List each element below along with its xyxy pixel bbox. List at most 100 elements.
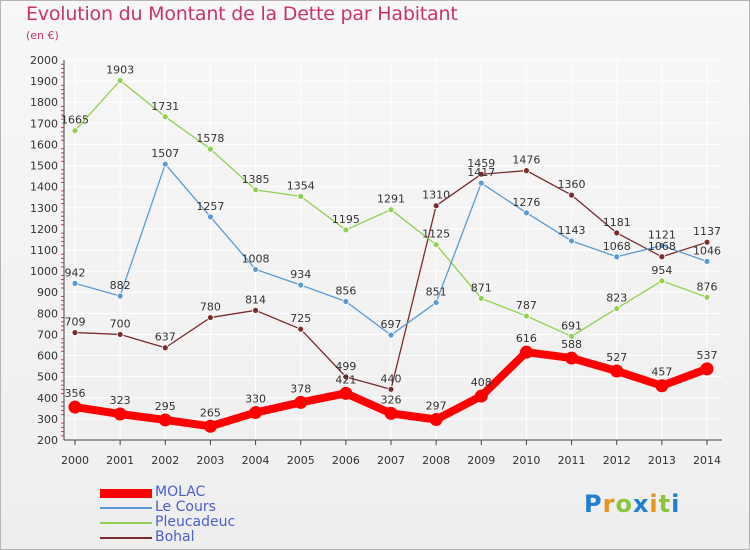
data-label-molac: 616	[516, 332, 537, 345]
legend-label: Bohal	[155, 529, 195, 545]
data-point-bohal	[161, 344, 169, 352]
data-label-bohal: 440	[381, 372, 402, 385]
data-point-molac	[158, 413, 172, 427]
data-point-pleucadeuc	[523, 312, 530, 320]
data-label-le-cours: 1143	[558, 224, 586, 237]
data-point-le-cours	[116, 292, 124, 300]
x-tick-label: 2011	[558, 454, 586, 467]
data-point-le-cours	[71, 279, 79, 287]
data-label-molac: 588	[561, 338, 582, 351]
data-point-pleucadeuc	[568, 332, 575, 340]
data-point-pleucadeuc	[342, 226, 350, 234]
y-tick-label: 1500	[30, 160, 58, 173]
data-label-pleucadeuc: 1195	[332, 213, 360, 226]
data-label-le-cours: 851	[426, 286, 447, 299]
data-point-le-cours	[252, 266, 259, 273]
data-label-pleucadeuc: 954	[651, 264, 672, 277]
data-label-pleucadeuc: 823	[606, 291, 627, 304]
data-point-bohal	[477, 170, 485, 178]
x-tick-label: 2004	[242, 454, 270, 467]
data-labels: 356 323 295 265 330 378 421 326 297 408 616 588 527 4…	[61, 63, 721, 419]
x-tick-label: 2000	[61, 454, 89, 467]
y-tick-label: 200	[37, 434, 58, 447]
data-point-bohal	[703, 238, 711, 246]
y-tick-label: 800	[37, 307, 58, 320]
data-label-molac: 421	[335, 373, 356, 386]
data-point-le-cours	[658, 242, 666, 249]
data-point-bohal	[523, 167, 530, 175]
data-label-le-cours: 1417	[467, 166, 495, 179]
data-label-molac: 323	[110, 394, 131, 407]
chart-subtitle: (en €)	[26, 29, 59, 42]
data-label-le-cours: 1257	[196, 200, 224, 213]
x-tick-label: 2001	[106, 454, 134, 467]
data-label-pleucadeuc: 1125	[422, 228, 450, 241]
data-point-pleucadeuc	[252, 186, 259, 194]
data-point-pleucadeuc	[703, 293, 711, 301]
data-point-le-cours	[613, 253, 621, 261]
data-label-bohal: 814	[245, 293, 266, 306]
data-label-molac: 356	[65, 387, 86, 400]
x-tick-label: 2002	[151, 454, 179, 467]
data-point-molac	[294, 395, 308, 409]
legend-swatch	[100, 489, 152, 498]
x-tick-label: 2003	[196, 454, 224, 467]
data-label-bohal: 1068	[648, 240, 676, 253]
data-point-molac	[700, 362, 714, 376]
data-label-bohal: 1137	[693, 225, 721, 238]
data-point-molac	[113, 407, 127, 421]
data-point-molac	[519, 345, 533, 359]
data-label-pleucadeuc: 1903	[106, 63, 134, 76]
x-tick-label: 2009	[467, 454, 495, 467]
series-lines	[68, 77, 714, 433]
data-label-molac: 537	[697, 349, 718, 362]
data-point-bohal	[387, 385, 395, 393]
y-tick-label: 600	[37, 350, 58, 363]
data-label-pleucadeuc: 876	[697, 280, 718, 293]
data-label-molac: 408	[471, 376, 492, 389]
data-point-pleucadeuc	[116, 77, 124, 84]
legend-swatch	[100, 522, 152, 524]
data-label-molac: 527	[606, 351, 627, 364]
data-label-le-cours: 882	[110, 279, 131, 292]
data-label-molac: 326	[381, 393, 402, 406]
data-point-bohal	[116, 331, 124, 338]
data-label-le-cours: 1068	[603, 240, 631, 253]
data-point-le-cours	[523, 209, 530, 217]
data-point-bohal	[207, 314, 214, 321]
data-label-pleucadeuc: 1731	[151, 100, 179, 113]
data-point-le-cours	[568, 237, 575, 245]
data-point-bohal	[613, 229, 621, 237]
data-point-molac	[429, 413, 443, 427]
x-tick-label: 2008	[422, 454, 450, 467]
data-point-bohal	[568, 191, 575, 199]
data-label-molac: 297	[426, 400, 447, 413]
data-label-bohal: 725	[290, 312, 311, 325]
data-point-pleucadeuc	[161, 113, 169, 121]
legend-swatch	[100, 507, 152, 509]
data-point-bohal	[432, 202, 440, 210]
y-tick-label: 900	[37, 286, 58, 299]
data-label-le-cours: 697	[381, 318, 402, 331]
y-tick-label: 1000	[30, 265, 58, 278]
y-tick-label: 2000	[30, 54, 58, 67]
data-point-pleucadeuc	[658, 277, 666, 285]
x-tick-label: 2012	[603, 454, 631, 467]
x-tick-label: 2013	[648, 454, 676, 467]
data-label-bohal: 499	[335, 360, 356, 373]
data-point-molac	[68, 400, 82, 414]
data-label-pleucadeuc: 1665	[61, 114, 89, 127]
data-label-pleucadeuc: 1354	[287, 179, 315, 192]
data-label-bohal: 1476	[512, 154, 540, 167]
data-point-bohal	[252, 306, 259, 314]
x-tick-label: 2010	[512, 454, 540, 467]
proxiti-logo: Proxiti	[584, 490, 681, 518]
data-label-molac: 378	[290, 382, 311, 395]
data-label-le-cours: 1507	[151, 147, 179, 160]
data-point-bohal	[342, 373, 350, 381]
y-tick-label: 1600	[30, 138, 58, 151]
data-label-bohal: 637	[155, 331, 176, 344]
data-label-le-cours: 934	[290, 268, 311, 281]
data-label-le-cours: 856	[335, 285, 356, 298]
data-point-le-cours	[387, 331, 395, 339]
